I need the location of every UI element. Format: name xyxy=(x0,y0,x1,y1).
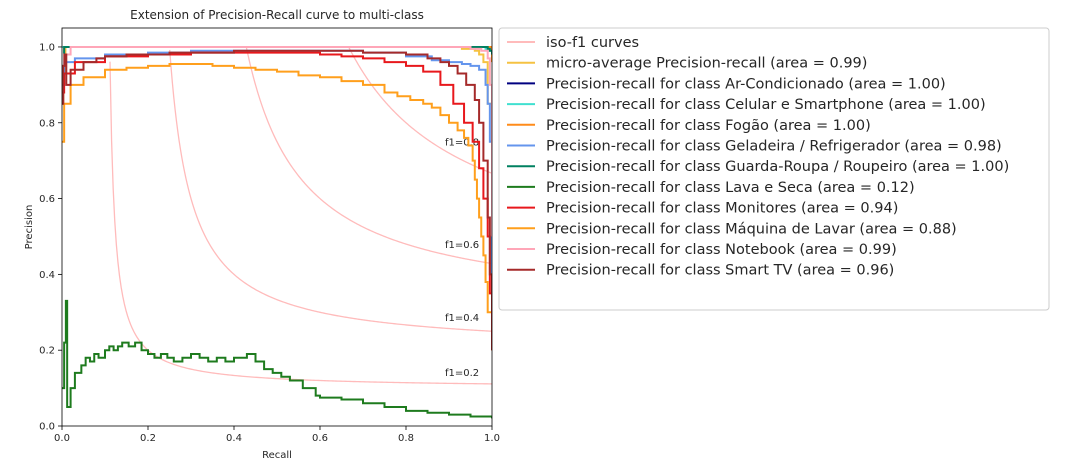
y-tick-label: 0.8 xyxy=(39,118,55,129)
iso-f1-curve xyxy=(348,47,492,174)
iso-f1-curve xyxy=(245,47,492,265)
x-tick-label: 0.8 xyxy=(398,433,414,444)
y-axis-ticks: 0.0 0.2 0.4 0.6 0.8 1.0 xyxy=(39,42,62,433)
legend-entry: micro-average Precision-recall (area = 0… xyxy=(546,56,867,72)
legend-entry: Precision-recall for class Geladeira / R… xyxy=(546,139,1002,155)
series-line xyxy=(62,51,492,351)
chart-title: Extension of Precision-Recall curve to m… xyxy=(130,8,424,22)
legend-entry: Precision-recall for class Lava e Seca (… xyxy=(546,180,915,196)
iso-f1-curve xyxy=(109,61,492,385)
y-axis-title: Precision xyxy=(24,205,35,250)
legend-entry: Precision-recall for class Monitores (ar… xyxy=(546,201,898,217)
legend-entry: Precision-recall for class Fogão (area =… xyxy=(546,118,871,134)
legend: iso-f1 curves micro-average Precision-rec… xyxy=(498,27,1050,311)
plot-frame xyxy=(61,27,493,427)
series-line xyxy=(62,45,492,237)
series-line xyxy=(62,45,492,67)
legend-frame xyxy=(498,27,1050,311)
x-axis-title: Recall xyxy=(262,450,292,461)
series-lines xyxy=(62,45,492,419)
series-line xyxy=(62,49,492,313)
iso-f1-curves xyxy=(109,47,492,385)
x-tick-label: 1.0 xyxy=(484,433,500,444)
iso-f1-label: f1=0.4 xyxy=(445,313,479,324)
legend-entry: Precision-recall for class Notebook (are… xyxy=(546,242,897,258)
x-tick-label: 0.0 xyxy=(54,433,70,444)
legend-entry: iso-f1 curves xyxy=(546,35,639,51)
iso-f1-label: f1=0.2 xyxy=(445,368,479,379)
legend-entry: Precision-recall for class Guarda-Roupa … xyxy=(546,159,1009,175)
iso-f1-label: f1=0.6 xyxy=(445,240,479,251)
y-tick-label: 0.4 xyxy=(39,270,55,281)
y-tick-label: 0.2 xyxy=(39,346,55,357)
x-tick-label: 0.2 xyxy=(140,433,156,444)
x-axis-ticks: 0.0 0.2 0.4 0.6 0.8 1.0 xyxy=(54,426,500,444)
y-tick-label: 0.0 xyxy=(39,422,55,433)
series-line xyxy=(62,63,492,351)
x-tick-label: 0.4 xyxy=(226,433,242,444)
iso-f1-label: f1=0.8 xyxy=(445,138,479,149)
iso-f1-labels: f1=0.2 f1=0.4 f1=0.6 f1=0.8 xyxy=(445,138,479,379)
legend-entry: Precision-recall for class Ar-Condiciona… xyxy=(546,76,946,92)
x-tick-label: 0.6 xyxy=(312,433,328,444)
iso-f1-curve xyxy=(169,49,492,332)
y-tick-label: 1.0 xyxy=(39,42,55,53)
legend-entry: Precision-recall for class Máquina de La… xyxy=(546,221,957,237)
series-line xyxy=(62,49,492,351)
legend-entry: Precision-recall for class Smart TV (are… xyxy=(546,263,894,279)
y-tick-label: 0.6 xyxy=(39,194,55,205)
series-line xyxy=(62,299,492,419)
legend-entry: Precision-recall for class Celular e Sma… xyxy=(546,97,986,113)
series-line xyxy=(62,45,492,332)
